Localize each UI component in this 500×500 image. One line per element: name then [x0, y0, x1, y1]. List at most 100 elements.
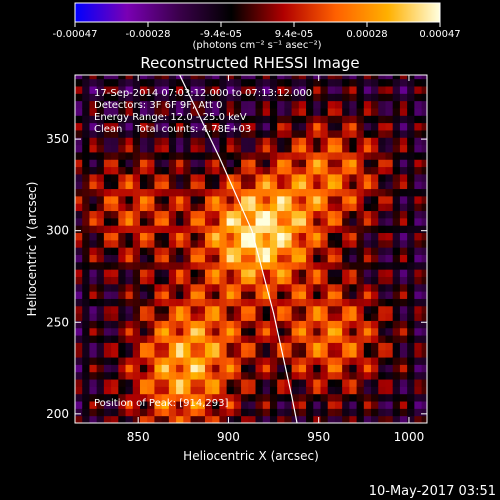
- heatmap-cell: [306, 137, 314, 146]
- heatmap-cell: [132, 203, 141, 212]
- heatmap-cell: [371, 357, 379, 365]
- heatmap-cell: [363, 364, 372, 373]
- heatmap-cell: [371, 115, 379, 124]
- heatmap-cell: [96, 305, 105, 314]
- heatmap-cell: [96, 225, 105, 234]
- heatmap-cell: [176, 371, 184, 380]
- heatmap-cell: [212, 298, 220, 307]
- heatmap-cell: [371, 247, 379, 255]
- heatmap-cell: [284, 93, 293, 102]
- heatmap-cell: [262, 159, 271, 168]
- heatmap-cell: [313, 247, 321, 255]
- heatmap-cell: [421, 401, 427, 409]
- heatmap-cell: [255, 320, 264, 329]
- heatmap-cell: [363, 75, 372, 80]
- heatmap-cell: [262, 371, 271, 380]
- heatmap-cell: [103, 232, 112, 241]
- heatmap-cell: [154, 357, 163, 365]
- heatmap-cell: [118, 305, 127, 314]
- heatmap-cell: [298, 408, 307, 417]
- heatmap-cell: [284, 151, 293, 160]
- heatmap-cell: [82, 335, 90, 343]
- heatmap-cell: [82, 151, 90, 160]
- heatmap-cell: [255, 129, 264, 138]
- heatmap-cell: [111, 371, 119, 380]
- heatmap-cell: [407, 349, 415, 358]
- heatmap-cell: [313, 298, 321, 307]
- heatmap-cell: [161, 393, 170, 402]
- heatmap-cell: [147, 415, 155, 423]
- heatmap-cell: [342, 313, 350, 321]
- annotation-energy-range: Energy Range: 12.0 - 25.0 keV: [94, 112, 247, 123]
- heatmap-cell: [183, 261, 192, 270]
- heatmap-cell: [103, 188, 112, 197]
- heatmap-cell: [147, 305, 155, 314]
- heatmap-cell: [241, 159, 249, 168]
- heatmap-cell: [327, 122, 336, 131]
- heatmap-cell: [219, 225, 228, 234]
- heatmap-cell: [262, 313, 271, 321]
- heatmap-cell: [183, 269, 192, 277]
- heatmap-cell: [334, 320, 343, 329]
- heatmap-cell: [334, 349, 343, 358]
- heatmap-cell: [262, 195, 271, 204]
- heatmap-cell: [212, 181, 220, 190]
- heatmap-cell: [392, 283, 401, 292]
- heatmap-cell: [291, 144, 300, 153]
- heatmap-cell: [313, 225, 321, 234]
- heatmap-cell: [327, 320, 336, 329]
- heatmap-cell: [147, 210, 155, 219]
- heatmap-cell: [241, 386, 249, 395]
- heatmap-cell: [82, 393, 90, 402]
- y-tick-label: 250: [46, 315, 69, 329]
- heatmap-cell: [111, 100, 119, 109]
- heatmap-cell: [399, 93, 408, 102]
- heatmap-cell: [327, 364, 336, 373]
- heatmap-cell: [75, 364, 83, 373]
- heatmap-cell: [313, 188, 321, 197]
- heatmap-cell: [118, 291, 127, 299]
- heatmap-cell: [183, 188, 192, 197]
- heatmap-cell: [233, 298, 242, 307]
- heatmap-cell: [161, 371, 170, 380]
- heatmap-cell: [183, 239, 192, 248]
- heatmap-cell: [183, 181, 192, 190]
- heatmap-cell: [125, 327, 134, 336]
- heatmap-cell: [161, 151, 170, 160]
- heatmap-cell: [197, 327, 206, 336]
- heatmap-cell: [212, 78, 220, 87]
- heatmap-cell: [212, 254, 220, 263]
- heatmap-cell: [356, 313, 365, 321]
- heatmap-cell: [262, 100, 271, 109]
- heatmap-cell: [334, 107, 343, 116]
- heatmap-cell: [176, 320, 184, 329]
- heatmap-cell: [371, 232, 379, 241]
- heatmap-cell: [392, 75, 401, 80]
- heatmap-cell: [241, 129, 249, 138]
- heatmap-cell: [219, 364, 228, 373]
- heatmap-cell: [298, 181, 307, 190]
- heatmap-cell: [190, 107, 199, 116]
- heatmap-cell: [320, 137, 329, 146]
- heatmap-cell: [118, 357, 127, 365]
- heatmap-cell: [407, 122, 415, 131]
- heatmap-cell: [96, 269, 105, 277]
- heatmap-cell: [269, 342, 278, 351]
- heatmap-cell: [82, 291, 90, 299]
- heatmap-cell: [233, 379, 242, 387]
- heatmap-cell: [392, 122, 401, 131]
- heatmap-cell: [342, 137, 350, 146]
- heatmap-cell: [96, 144, 105, 153]
- heatmap-cell: [125, 107, 134, 116]
- heatmap-cell: [118, 415, 127, 423]
- heatmap-cell: [139, 232, 148, 241]
- heatmap-cell: [226, 364, 235, 373]
- heatmap-cell: [219, 386, 228, 395]
- heatmap-cell: [334, 269, 343, 277]
- heatmap-cell: [139, 393, 148, 402]
- heatmap-cell: [241, 342, 249, 351]
- heatmap-cell: [212, 188, 220, 197]
- heatmap-cell: [111, 115, 119, 124]
- heatmap-cell: [421, 203, 427, 212]
- heatmap-cell: [75, 137, 83, 146]
